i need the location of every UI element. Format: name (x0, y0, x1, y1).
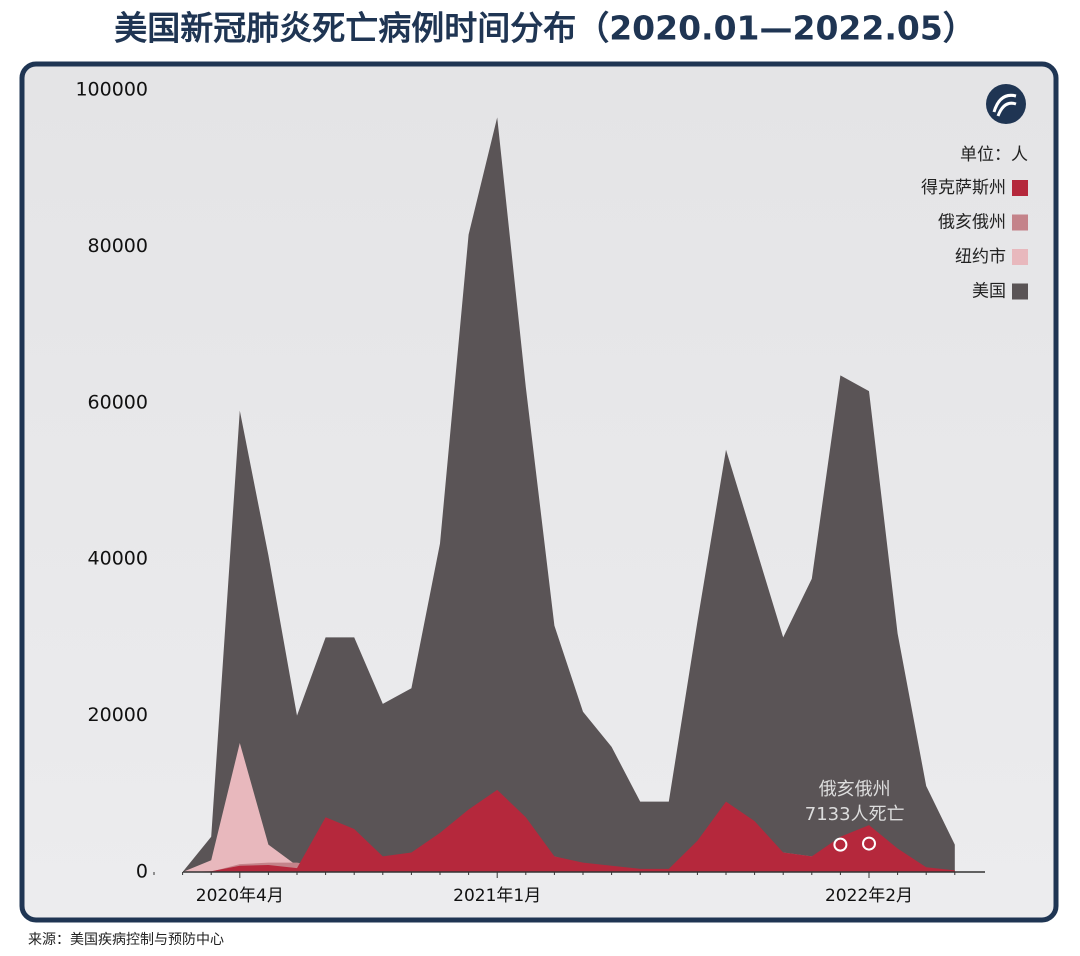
legend-swatch (1012, 180, 1028, 196)
annotation-point (833, 837, 848, 852)
y-tick-label: 100000 (75, 79, 148, 101)
annotation: 俄亥俄州 (819, 779, 891, 800)
y-tick-label: 40000 (88, 548, 148, 570)
y-tick-label: 0 (136, 861, 148, 883)
legend-label: 美国 (972, 282, 1006, 302)
area (154, 742, 955, 872)
logo (986, 84, 1026, 124)
annotation-point (862, 836, 876, 851)
legend-label: 俄亥俄州 (938, 213, 1006, 233)
y-tick-label: 60000 (88, 391, 148, 413)
y-tick-label: 20000 (88, 704, 148, 726)
x-tick-label: 2021年1月 (453, 886, 541, 906)
legend-label: 得克萨斯州 (921, 178, 1006, 198)
area (154, 117, 955, 873)
unit-label: 单位：人 (960, 145, 1028, 165)
chart-title: 美国新冠肺炎死亡病例时间分布（2020.01—2022.05） (114, 9, 976, 48)
annotation: 7133人死亡 (805, 804, 905, 825)
x-tick-label: 2022年2月 (825, 886, 913, 906)
source: 来源：美国疾病控制与预防中心 (28, 932, 224, 948)
x-tick-label: 2020年4月 (196, 886, 284, 906)
y-tick-label: 80000 (88, 235, 148, 257)
legend-swatch (1012, 214, 1028, 231)
area (154, 789, 955, 872)
legend-swatch (1012, 283, 1028, 300)
legend-swatch (1012, 249, 1028, 265)
legend-label: 纽约市 (955, 247, 1006, 267)
